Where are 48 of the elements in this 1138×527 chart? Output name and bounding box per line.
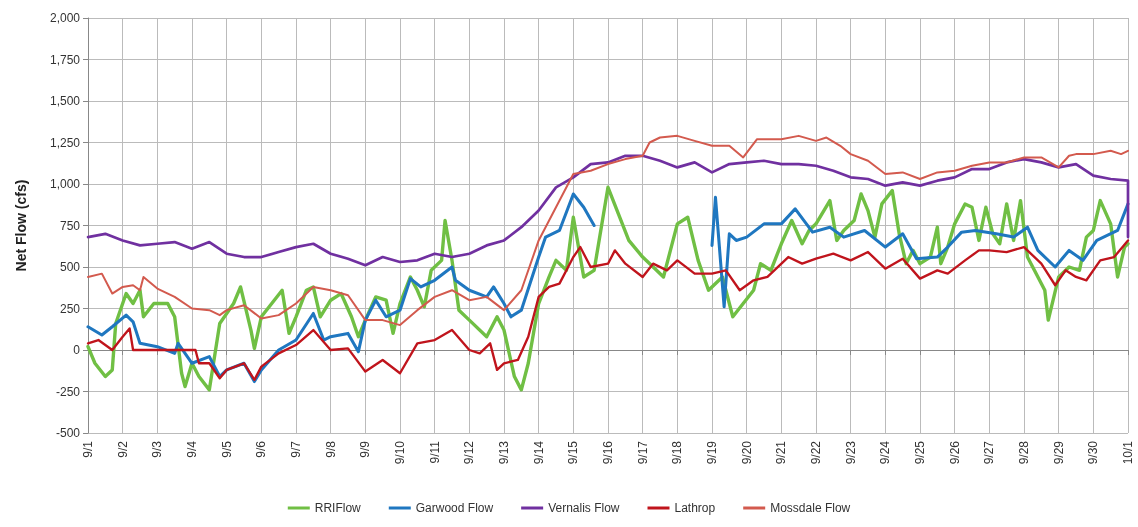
x-tick-label: 10/1	[1121, 440, 1135, 465]
x-tick-label: 9/16	[601, 440, 615, 465]
legend-label: Garwood Flow	[415, 501, 494, 515]
x-tick-label: 9/21	[774, 440, 789, 465]
x-tick-label: 9/5	[219, 440, 234, 458]
x-tick-label: 9/24	[878, 440, 893, 465]
x-tick-label: 9/12	[462, 440, 477, 465]
x-tick-label: 9/1	[81, 440, 95, 458]
x-tick-label: 9/15	[566, 440, 581, 465]
legend-label: Vernalis Flow	[548, 501, 620, 515]
x-tick-label: 9/7	[289, 440, 303, 458]
legend-label: Mossdale Flow	[770, 501, 851, 515]
x-tick-label: 9/27	[982, 440, 997, 465]
y-tick-label: 250	[59, 301, 81, 316]
y-axis-title: Net Flow (cfs)	[13, 179, 29, 272]
x-tick-label: 9/26	[947, 440, 962, 465]
legend-label: RRIFlow	[314, 501, 362, 515]
x-tick-label: 9/2	[115, 440, 130, 458]
x-tick-label: 9/17	[635, 440, 650, 465]
x-tick-label: 9/23	[843, 440, 858, 465]
y-tick-label: 1,250	[49, 135, 81, 150]
y-tick-label: 1,000	[49, 177, 81, 191]
x-tick-label: 9/10	[393, 440, 407, 465]
x-tick-label: 9/30	[1086, 440, 1101, 465]
y-tick-label: -500	[55, 426, 81, 440]
legend-label: Lathrop	[674, 501, 716, 515]
x-tick-label: 9/13	[497, 440, 511, 465]
x-tick-label: 9/3	[150, 440, 165, 458]
x-tick-label: 9/6	[254, 440, 269, 458]
x-tick-label: 9/8	[323, 440, 338, 458]
x-tick-label: 9/18	[670, 440, 685, 465]
y-tick-label: 0	[73, 343, 81, 357]
x-tick-label: 9/11	[427, 440, 442, 464]
y-tick-label: -250	[55, 384, 81, 399]
x-tick-label: 9/28	[1017, 440, 1031, 465]
y-tick-label: 1,500	[49, 94, 81, 108]
y-tick-label: 750	[59, 218, 81, 233]
x-tick-label: 9/25	[913, 440, 927, 465]
x-tick-label: 9/9	[358, 440, 373, 458]
y-tick-label: 2,000	[49, 11, 81, 25]
y-tick-label: 1,750	[49, 52, 81, 67]
x-tick-label: 9/19	[705, 440, 719, 465]
x-tick-label: 9/29	[1051, 440, 1066, 465]
x-tick-label: 9/4	[185, 440, 199, 458]
y-tick-label: 500	[59, 260, 81, 274]
x-tick-label: 9/20	[739, 440, 754, 465]
x-tick-label: 9/22	[809, 440, 823, 465]
x-tick-label: 9/14	[531, 440, 546, 465]
